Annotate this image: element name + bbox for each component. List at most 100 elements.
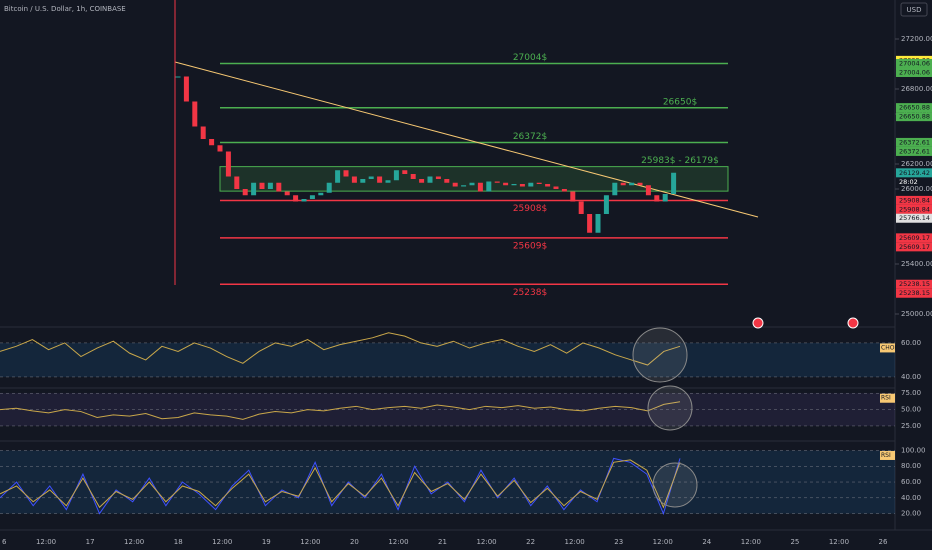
candle [452, 182, 458, 187]
candle [570, 191, 576, 202]
candle [309, 195, 315, 199]
price-tick-label: 26800.00 [901, 85, 932, 93]
level-label: 26372$ [513, 132, 547, 142]
time-label: 17 [86, 538, 95, 546]
price-tick-label: 26000.00 [901, 185, 932, 193]
trend-line [174, 61, 759, 218]
candle [183, 76, 189, 102]
candle [326, 182, 332, 193]
countdown: 28:02 [899, 178, 918, 186]
candle [234, 176, 240, 189]
candle [242, 189, 248, 196]
candle [662, 194, 668, 202]
candle [251, 182, 257, 196]
time-label: 12:00 [300, 538, 320, 546]
candle [318, 192, 324, 196]
range-box [219, 166, 729, 192]
indicator-tick-label: 60.00 [901, 339, 921, 347]
price-badge-label: 25609.17 [899, 243, 930, 251]
time-label: 22 [526, 538, 535, 546]
candle [435, 176, 441, 179]
price-badge [896, 279, 932, 289]
candle [444, 179, 450, 183]
price-badge [896, 112, 932, 122]
event-icon[interactable] [847, 317, 859, 329]
price-badge [896, 288, 932, 298]
candle [519, 184, 525, 187]
symbol-title: Bitcoin / U.S. Dollar, 1h, COINBASE [4, 5, 126, 13]
candle [385, 180, 391, 183]
candle [427, 176, 433, 183]
candle [637, 182, 643, 186]
price-tick-label: 26200.00 [901, 160, 932, 168]
event-icon[interactable] [752, 317, 764, 329]
candle [225, 151, 231, 177]
candle [284, 191, 290, 196]
indicator-tick-label: 60.00 [901, 478, 921, 486]
time-label: 26 [879, 538, 888, 546]
price-badge [896, 103, 932, 113]
candle [528, 182, 534, 187]
price-badge [896, 58, 932, 68]
range-label: 25983$ - 26179$ [641, 156, 719, 166]
candle [603, 195, 609, 214]
time-label: 24 [702, 538, 711, 546]
indicator-tick-label: 100.00 [901, 446, 926, 454]
candle [293, 195, 299, 202]
price-badge-label: 26372.61 [899, 138, 930, 146]
candle [402, 170, 408, 174]
candle [343, 170, 349, 177]
time-label: 19 [262, 538, 271, 546]
candle [553, 186, 559, 189]
time-label: 23 [614, 538, 623, 546]
price-tick-label: 25400.00 [901, 260, 932, 268]
price-badge [896, 168, 932, 178]
candle [175, 76, 181, 78]
price-badge-label: 26650.88 [899, 104, 930, 112]
candle [335, 170, 341, 183]
candle [419, 179, 425, 183]
highlight-circle [652, 462, 698, 508]
time-label: 25 [790, 538, 799, 546]
price-badge-label: 25908.84 [899, 196, 930, 204]
indicator-badge [880, 343, 895, 353]
candle [393, 170, 399, 181]
time-label: 12:00 [741, 538, 761, 546]
indicator-badge [880, 393, 895, 403]
price-badge-label: 25238.15 [899, 289, 930, 297]
time-label: 12:00 [212, 538, 232, 546]
indicator-tick-label: 80.00 [901, 462, 921, 470]
price-badge-label: 25238.15 [899, 280, 930, 288]
candle [209, 139, 215, 146]
price-badge [896, 195, 932, 205]
candle [671, 172, 677, 194]
time-label: 12:00 [124, 538, 144, 546]
candle [461, 185, 467, 187]
price-badge-label: 27004.06 [899, 68, 930, 76]
indicator-line [0, 459, 681, 509]
indicator-tick-label: 50.00 [901, 406, 921, 414]
price-badge-label: 25766.14 [899, 214, 930, 222]
time-label: 12:00 [476, 538, 496, 546]
indicator-line [0, 401, 681, 420]
price-badge [896, 146, 932, 156]
currency-button[interactable] [900, 2, 928, 17]
time-label: 12:00 [829, 538, 849, 546]
time-label: 12:00 [565, 538, 585, 546]
price-badge [896, 204, 932, 214]
candle [259, 182, 265, 189]
highlight-circle [632, 327, 688, 383]
candle [503, 182, 509, 186]
price-badge [896, 213, 932, 223]
indicator-line [0, 332, 681, 366]
price-badge [896, 137, 932, 147]
indicator-tick-label: 75.00 [901, 389, 921, 397]
price-badge-label: 27004.06 [899, 59, 930, 67]
candle [200, 126, 206, 139]
level-label: 26650$ [663, 97, 697, 107]
candle [561, 189, 567, 192]
price-badge-label: 25609.17 [899, 234, 930, 242]
candle [477, 182, 483, 192]
currency[interactable]: USD [907, 6, 922, 14]
time-label: 18 [174, 538, 183, 546]
